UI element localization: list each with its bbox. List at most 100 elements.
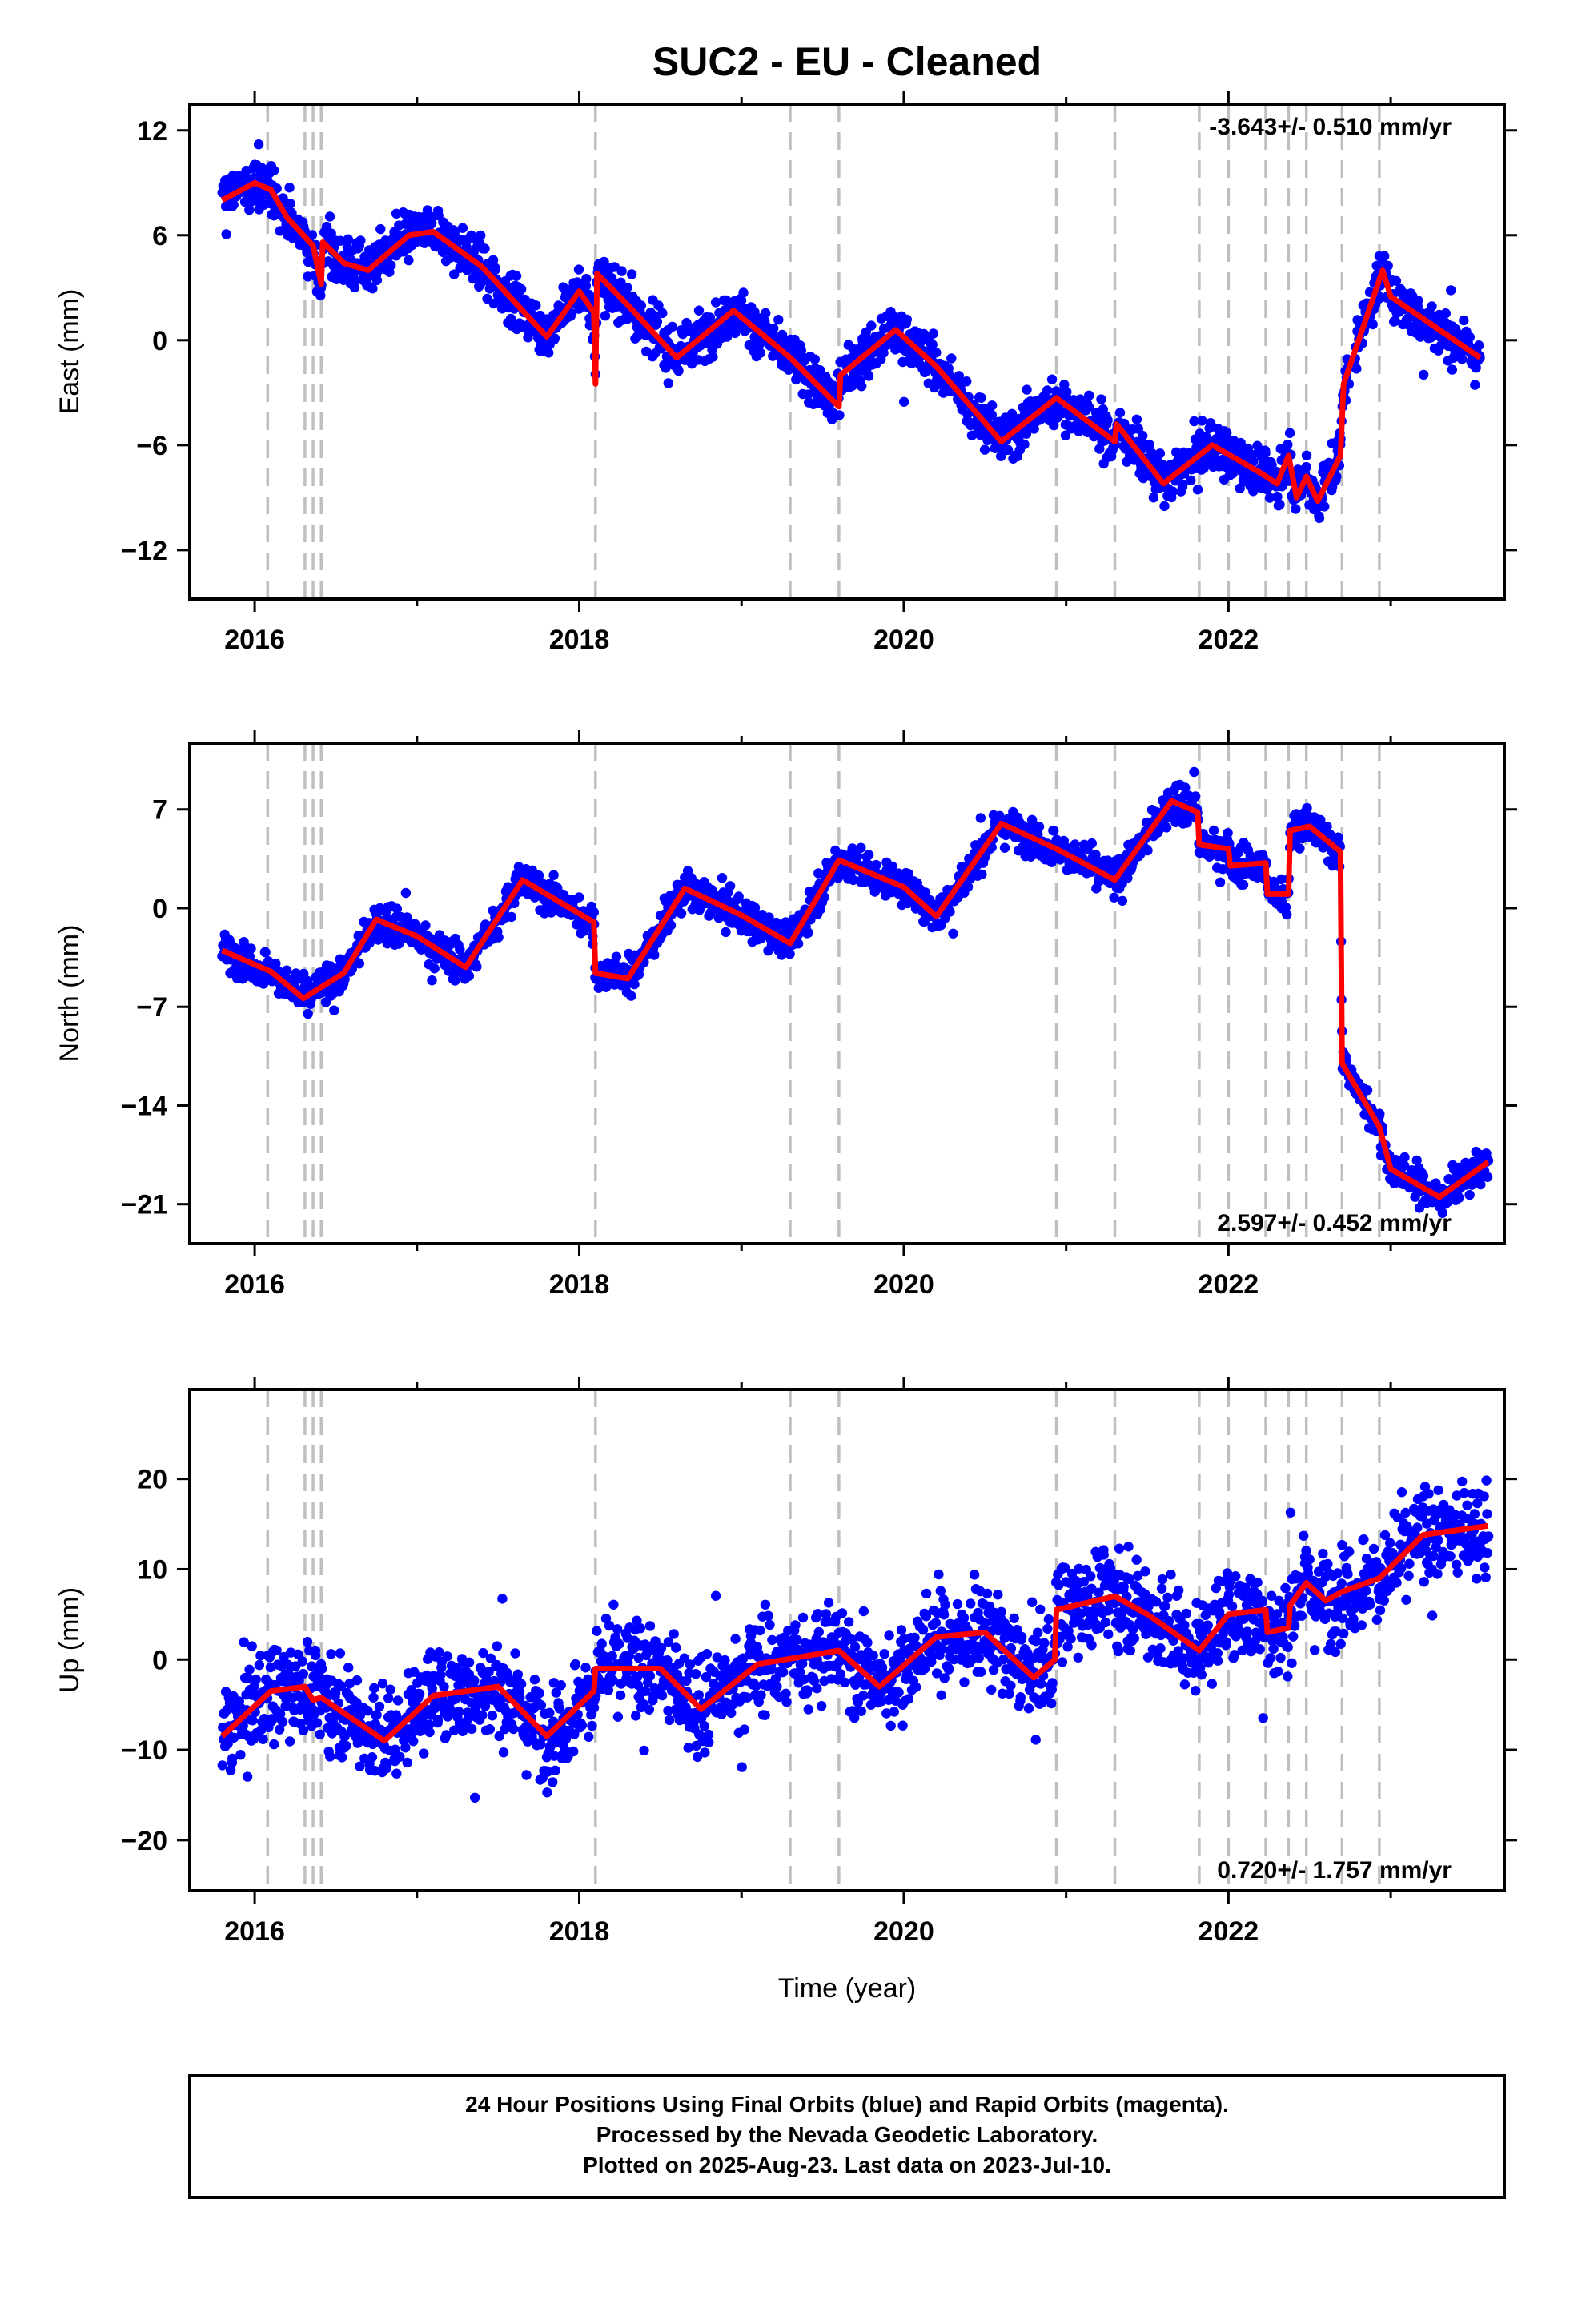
north-data-point [1218, 864, 1228, 875]
up-data-point [449, 1725, 460, 1735]
up-data-point [302, 1637, 313, 1647]
east-data-point [1464, 332, 1476, 343]
up-data-point [325, 1751, 335, 1762]
north-data-point [1399, 1160, 1410, 1171]
up-data-point [414, 1688, 425, 1699]
east-data-point [1197, 416, 1207, 426]
north-data-point [1238, 879, 1249, 891]
north-data-point [1362, 1085, 1373, 1096]
east-data-point [986, 400, 998, 411]
east-data-point [228, 199, 239, 210]
east-data-point [1283, 440, 1293, 450]
east-data-point [1456, 354, 1468, 364]
north-data-point [1282, 909, 1292, 920]
north-data-point [1208, 825, 1219, 836]
east-data-point [1201, 432, 1211, 442]
north-y-tick-label: −14 [121, 1091, 167, 1121]
up-data-point [400, 1743, 411, 1753]
up-data-point [464, 1657, 475, 1667]
north-data-point [1476, 1179, 1486, 1190]
east-data-point [976, 392, 986, 403]
east-data-point [531, 300, 541, 311]
east-x-tick-label: 2020 [873, 625, 934, 655]
up-data-point [254, 1659, 265, 1671]
north-data-point [649, 950, 660, 960]
east-data-point [1319, 501, 1330, 512]
east-data-point [736, 295, 747, 306]
east-data-point [1114, 408, 1126, 418]
up-data-point [497, 1594, 508, 1604]
north-data-point [847, 843, 857, 854]
up-data-point [419, 1748, 429, 1759]
east-data-point [600, 311, 611, 321]
up-data-point [385, 1684, 396, 1695]
up-data-point [603, 1685, 614, 1695]
east-data-point [343, 234, 353, 244]
up-data-point [277, 1716, 288, 1727]
up-data-point [485, 1653, 496, 1663]
east-data-point [566, 308, 577, 319]
north-y-tick-label: 7 [152, 795, 167, 826]
east-data-point [928, 328, 939, 339]
north-data-point [1161, 822, 1172, 833]
up-data-point [592, 1626, 602, 1636]
north-data-point [303, 1008, 313, 1019]
up-data-point [607, 1651, 617, 1661]
east-data-point [573, 264, 584, 275]
east-data-point [1096, 394, 1106, 404]
east-data-point [954, 371, 965, 381]
up-data-point [454, 1718, 465, 1729]
east-data-point [253, 139, 264, 150]
east-data-point [511, 271, 522, 281]
east-data-point [355, 235, 366, 246]
up-data-point [375, 1724, 386, 1735]
up-data-point [570, 1659, 580, 1670]
up-data-point [596, 1638, 607, 1649]
north-data-point [260, 947, 271, 958]
east-data-point [1314, 513, 1325, 524]
north-data-point [856, 842, 866, 853]
up-data-point [337, 1752, 347, 1763]
up-points [217, 1475, 1494, 1803]
east-data-point [931, 348, 942, 358]
up-data-point [608, 1675, 618, 1686]
east-data-point [324, 211, 335, 222]
up-data-point [275, 1709, 286, 1719]
east-data-point [1144, 440, 1155, 450]
up-data-point [548, 1777, 558, 1787]
north-data-point [450, 975, 460, 986]
up-data-point [441, 1730, 452, 1740]
east-data-point [1301, 461, 1311, 472]
up-data-point [542, 1787, 552, 1798]
up-data-point [484, 1724, 495, 1735]
up-data-point [402, 1757, 412, 1768]
north-data-point [1092, 856, 1102, 866]
up-plot-area [217, 1389, 1494, 1891]
north-data-point [1034, 822, 1045, 832]
east-data-point [708, 352, 718, 362]
up-data-point [269, 1739, 279, 1750]
east-data-point [287, 208, 297, 219]
up-data-point [615, 1690, 626, 1701]
east-data-point [580, 281, 592, 292]
up-data-point [608, 1599, 619, 1610]
up-data-point [271, 1645, 282, 1655]
north-data-point [429, 963, 440, 974]
north-x-tick-label: 2022 [1199, 1269, 1259, 1300]
chart-title: SUC2 - EU - Cleaned [652, 39, 1042, 84]
up-data-point [243, 1673, 253, 1683]
east-data-point [476, 230, 486, 241]
up-data-point [484, 1667, 494, 1677]
up-data-point [297, 1656, 307, 1667]
east-data-point [1459, 315, 1469, 326]
east-data-point [1390, 316, 1400, 326]
up-data-point [494, 1731, 504, 1742]
north-points [217, 766, 1494, 1219]
up-data-point [512, 1669, 523, 1679]
north-data-point [472, 962, 482, 972]
east-data-point [375, 223, 386, 235]
east-data-point [1264, 493, 1275, 503]
up-data-point [454, 1707, 464, 1717]
up-data-point [498, 1747, 509, 1758]
east-data-point [1235, 437, 1246, 448]
